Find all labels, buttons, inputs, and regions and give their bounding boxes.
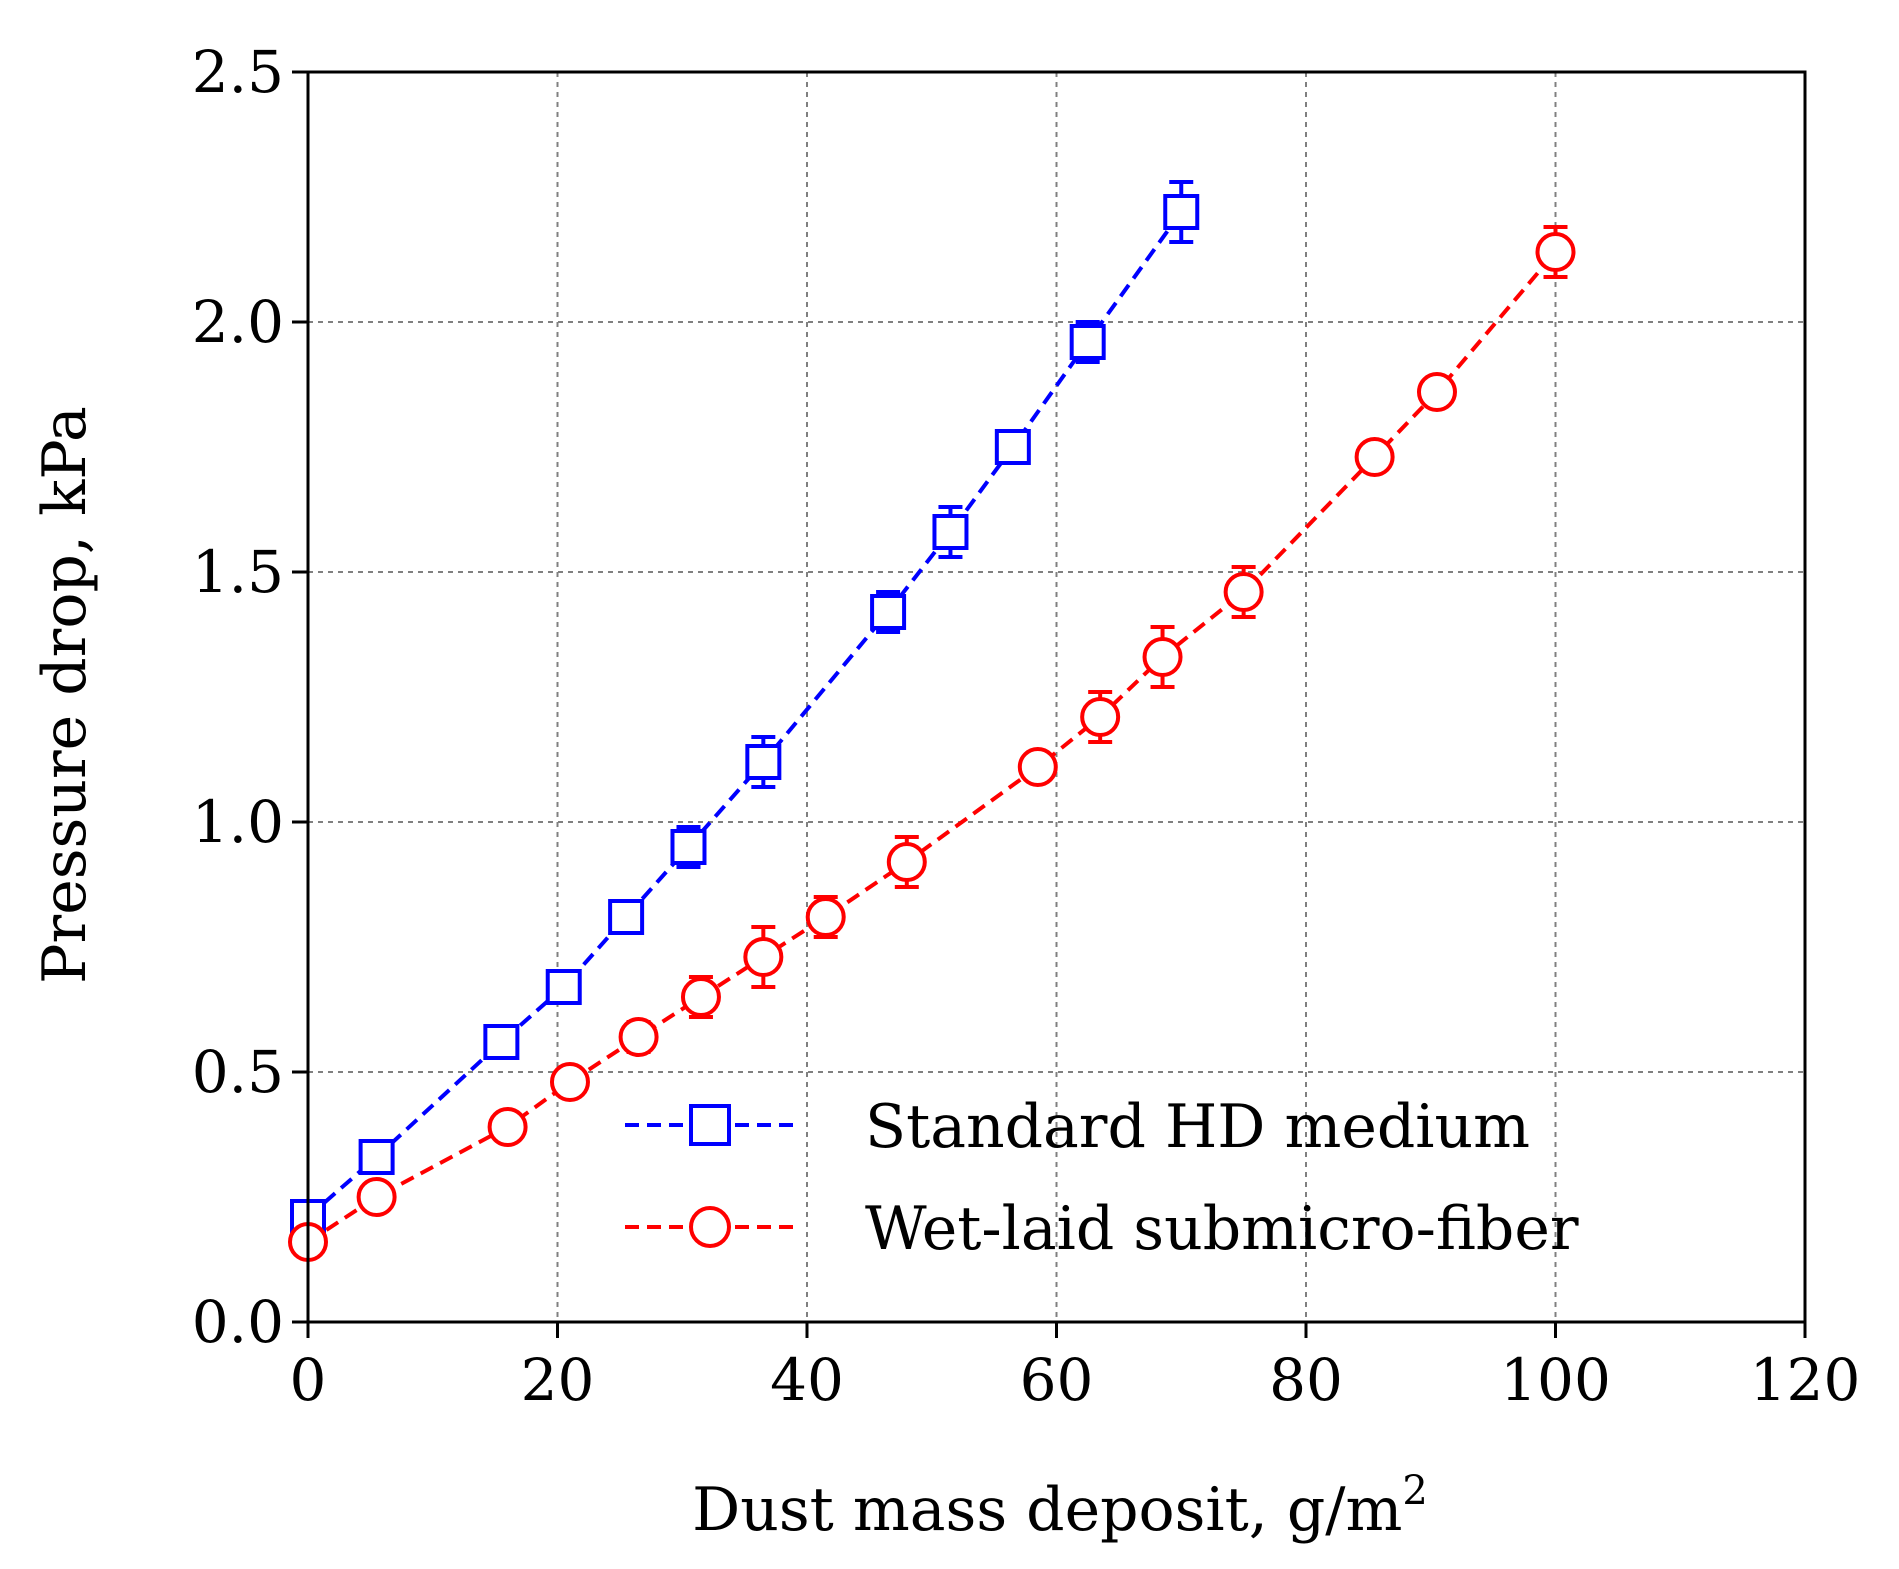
data-point-circle [1416,372,1457,412]
x-tick-label: 80 [1269,1346,1343,1414]
x-tick-label: 20 [521,1346,595,1414]
y-axis-title: Pressure drop, kPa [30,406,100,984]
data-point-square [483,1024,520,1060]
y-tick-label: 2.0 [192,288,284,356]
data-point-circle [886,842,927,882]
tick-labels: 0 20 40 60 80 100 120 0.0 0.5 1.0 1.5 2.0 2.5 [192,38,1861,1414]
x-tick-label: 0 [290,1346,327,1414]
legend-label-standard-hd: Standard HD medium [865,1092,1530,1162]
data-point-circle [1017,747,1058,787]
legend-label-wet-laid: Wet-laid submicro-fiber [865,1194,1579,1264]
data-point-square [358,1139,395,1175]
x-tick-label: 60 [1020,1346,1094,1414]
legend-marker-circle [689,1206,731,1248]
data-point-square [545,969,582,1005]
data-point-circle [805,897,846,937]
data-point-square [745,744,782,780]
data-point-circle [1223,572,1264,612]
data-point-square [1069,324,1106,360]
legend-item-wet-laid: Wet-laid submicro-fiber [625,1194,1579,1264]
y-tick-label: 1.0 [192,788,284,856]
legend: Standard HD medium Wet-laid submicro-fib… [625,1092,1579,1264]
data-point-circle [487,1107,528,1147]
data-point-square [670,829,707,865]
y-tick-label: 1.5 [192,538,284,606]
data-point-square [994,429,1031,465]
data-point-circle [549,1062,590,1102]
plot-frame [306,70,1807,1324]
legend-marker-square [689,1104,731,1146]
legend-item-standard-hd: Standard HD medium [625,1092,1530,1162]
data-point-square [870,594,907,630]
data-point-circle [356,1177,397,1217]
data-point-square [608,899,645,935]
data-point-circle [1535,232,1576,272]
data-point-circle [1142,637,1183,677]
data-point-circle [680,977,721,1017]
x-axis-title: Dust mass deposit, g/m2 [692,1468,1428,1545]
x-tick-label: 100 [1500,1346,1611,1414]
data-point-circle [1354,437,1395,477]
grid [308,72,1805,1322]
y-tick-label: 0.0 [192,1288,284,1356]
x-tick-label: 120 [1750,1346,1861,1414]
data-point-circle [743,937,784,977]
series-line [306,250,1558,1244]
series-layer [288,180,1576,1262]
x-axis-title-superscript: 2 [1402,1468,1427,1514]
data-point-square [1163,194,1200,230]
x-tick-label: 40 [770,1346,844,1414]
y-tick-label: 2.5 [192,38,284,106]
x-axis-title-text: Dust mass deposit, g/m [692,1475,1402,1545]
data-point-circle [618,1017,659,1057]
data-point-circle [1080,697,1121,737]
axis-ticks [292,70,1807,1338]
series-wet-laid [288,225,1576,1262]
data-point-square [932,514,969,550]
y-tick-label: 0.5 [192,1038,284,1106]
